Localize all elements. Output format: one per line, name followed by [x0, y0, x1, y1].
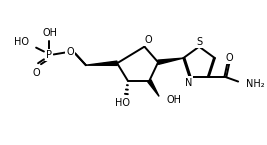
Polygon shape: [148, 80, 159, 96]
Polygon shape: [158, 58, 183, 64]
Text: HO: HO: [14, 37, 29, 47]
Text: O: O: [66, 48, 74, 57]
Text: N: N: [185, 78, 192, 87]
Text: O: O: [32, 68, 40, 78]
Text: S: S: [196, 37, 202, 47]
Text: OH: OH: [42, 28, 57, 38]
Text: O: O: [144, 35, 152, 45]
Text: NH₂: NH₂: [246, 79, 265, 89]
Polygon shape: [86, 61, 117, 65]
Text: P: P: [46, 50, 52, 60]
Text: HO: HO: [115, 98, 129, 108]
Text: O: O: [226, 53, 233, 63]
Text: OH: OH: [167, 95, 182, 105]
